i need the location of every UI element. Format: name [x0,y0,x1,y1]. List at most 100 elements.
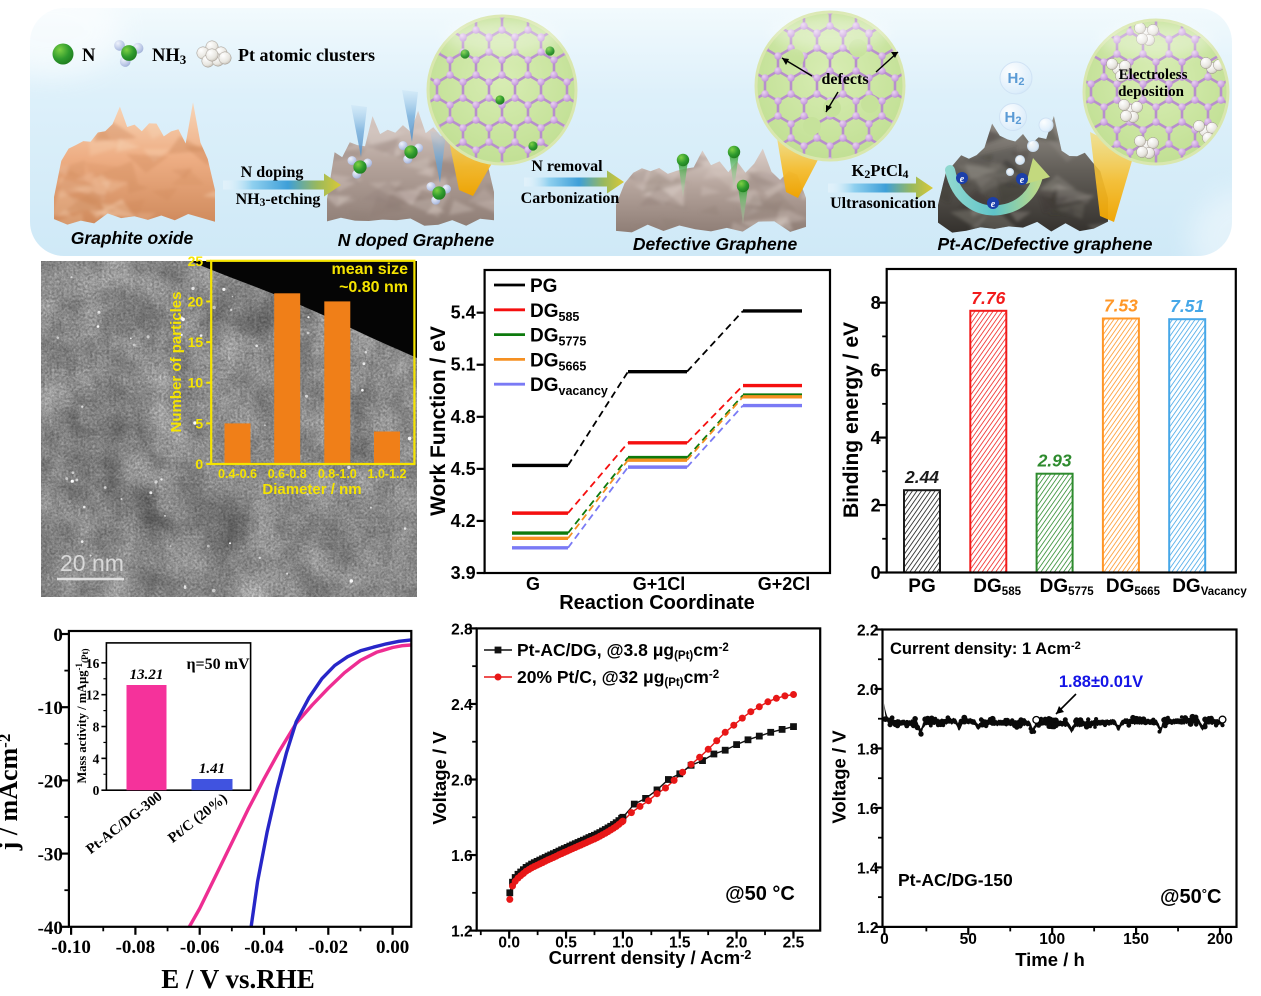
svg-text:1.5: 1.5 [669,935,691,952]
svg-text:2.8: 2.8 [451,621,473,638]
svg-text:Pt-AC/DG-150: Pt-AC/DG-150 [898,870,1013,890]
svg-text:0.5: 0.5 [555,935,577,952]
svg-text:7.51: 7.51 [1170,296,1204,316]
svg-text:1.41: 1.41 [199,761,225,777]
svg-text:3.9: 3.9 [451,563,476,583]
svg-text:1.2: 1.2 [451,924,473,941]
svg-text:j / mAcm-2: j / mAcm-2 [0,734,23,852]
svg-text:e: e [960,174,965,185]
svg-text:G+2Cl: G+2Cl [758,574,811,594]
svg-text:15: 15 [188,334,204,350]
svg-text:0.4-0.6: 0.4-0.6 [218,467,257,481]
svg-text:Electroless: Electroless [1119,67,1188,83]
svg-text:Voltage / V: Voltage / V [829,730,850,824]
svg-text:100: 100 [1039,931,1065,948]
svg-text:7.53: 7.53 [1104,296,1138,316]
svg-text:2.0: 2.0 [857,682,879,699]
svg-text:-20: -20 [38,771,63,792]
svg-text:@50°C: @50°C [1160,886,1221,908]
svg-text:1.2: 1.2 [857,920,879,937]
svg-text:0: 0 [871,563,881,583]
svg-text:-40: -40 [38,918,63,939]
svg-text:-10: -10 [38,698,63,719]
svg-text:8: 8 [93,720,100,735]
svg-text:0: 0 [195,456,203,472]
svg-text:4.2: 4.2 [451,511,476,531]
svg-text:0.00: 0.00 [376,937,409,958]
svg-text:20 nm: 20 nm [60,550,124,576]
svg-text:deposition: deposition [1118,84,1185,100]
svg-text:4: 4 [93,751,100,766]
svg-text:20: 20 [188,293,204,309]
svg-text:Current density / Acm-2: Current density / Acm-2 [549,947,752,968]
svg-text:Current density: 1 Acm-2: Current density: 1 Acm-2 [890,640,1081,658]
svg-text:0.0: 0.0 [498,935,520,952]
svg-text:0.6-0.8: 0.6-0.8 [268,467,307,481]
svg-text:25: 25 [188,253,204,269]
svg-text:2.5: 2.5 [783,935,805,952]
svg-text:Voltage / V: Voltage / V [429,731,450,825]
svg-text:N removal: N removal [531,158,603,175]
svg-text:defects: defects [821,71,868,88]
svg-text:5.1: 5.1 [451,355,476,375]
svg-text:2.2: 2.2 [857,623,879,640]
svg-text:-0.04: -0.04 [244,937,284,958]
svg-text:Pt-AC/Defective graphene: Pt-AC/Defective graphene [938,234,1153,254]
svg-text:Ultrasonication: Ultrasonication [830,195,936,212]
svg-text:Mass activity / mAμg-1(Pt): Mass activity / mAμg-1(Pt) [74,649,90,784]
svg-text:1.6: 1.6 [857,801,879,818]
svg-text:Time / h: Time / h [1015,949,1085,970]
svg-text:0: 0 [53,625,63,646]
svg-text:-0.06: -0.06 [180,937,220,958]
svg-text:Binding energy / eV: Binding energy / eV [840,322,863,518]
svg-text:5.4: 5.4 [451,303,476,323]
svg-text:Work Function / eV: Work Function / eV [427,326,450,516]
svg-text:12: 12 [86,688,100,703]
svg-text:10: 10 [188,375,204,391]
svg-text:N doped Graphene: N doped Graphene [338,230,495,250]
svg-text:5: 5 [195,415,203,431]
svg-text:4.5: 4.5 [451,459,476,479]
svg-text:50: 50 [960,931,977,948]
svg-text:150: 150 [1123,931,1149,948]
svg-text:η=50 mV: η=50 mV [186,656,250,673]
svg-text:@50 °C: @50 °C [725,883,795,905]
svg-text:Carbonization: Carbonization [521,190,620,207]
svg-text:N doping: N doping [241,164,304,181]
svg-text:K2PtCl4: K2PtCl4 [852,161,909,181]
svg-text:mean size: mean size [332,261,409,278]
svg-text:1.6: 1.6 [451,848,473,865]
svg-text:e: e [1020,175,1025,186]
svg-text:4.8: 4.8 [451,407,476,427]
svg-text:Pt-AC/DG, @3.8 μg(Pt)cm-2: Pt-AC/DG, @3.8 μg(Pt)cm-2 [517,640,729,662]
svg-text:Reaction Coordinate: Reaction Coordinate [559,592,755,614]
svg-text:NH3: NH3 [152,46,187,67]
svg-text:1.0: 1.0 [612,935,634,952]
svg-text:8: 8 [871,293,881,313]
svg-text:1.0-1.2: 1.0-1.2 [368,467,407,481]
svg-text:-0.08: -0.08 [116,937,156,958]
svg-text:2.0: 2.0 [451,773,473,790]
svg-text:Pt atomic clusters: Pt atomic clusters [238,45,375,65]
svg-text:0.8-1.0: 0.8-1.0 [318,467,357,481]
svg-text:1.8: 1.8 [857,741,879,758]
svg-text:2: 2 [871,496,881,516]
svg-text:-0.10: -0.10 [51,937,91,958]
svg-text:NH3-etching: NH3-etching [236,191,321,209]
svg-text:0: 0 [880,931,889,948]
svg-text:~0.80 nm: ~0.80 nm [339,279,408,296]
svg-text:-30: -30 [38,845,63,866]
svg-text:1.4: 1.4 [857,860,879,877]
svg-text:G+1Cl: G+1Cl [633,574,686,594]
svg-text:2.4: 2.4 [451,697,473,714]
svg-text:Number of particles: Number of particles [168,292,185,433]
svg-text:200: 200 [1207,931,1233,948]
svg-text:20% Pt/C, @32 μg(Pt)cm-2: 20% Pt/C, @32 μg(Pt)cm-2 [517,667,719,689]
svg-text:PG: PG [530,276,557,297]
svg-text:-0.02: -0.02 [309,937,349,958]
svg-text:N: N [82,46,96,66]
svg-text:2.93: 2.93 [1037,451,1072,471]
svg-text:e: e [991,199,996,210]
svg-text:Graphite oxide: Graphite oxide [71,228,194,248]
svg-text:13.21: 13.21 [130,667,164,683]
